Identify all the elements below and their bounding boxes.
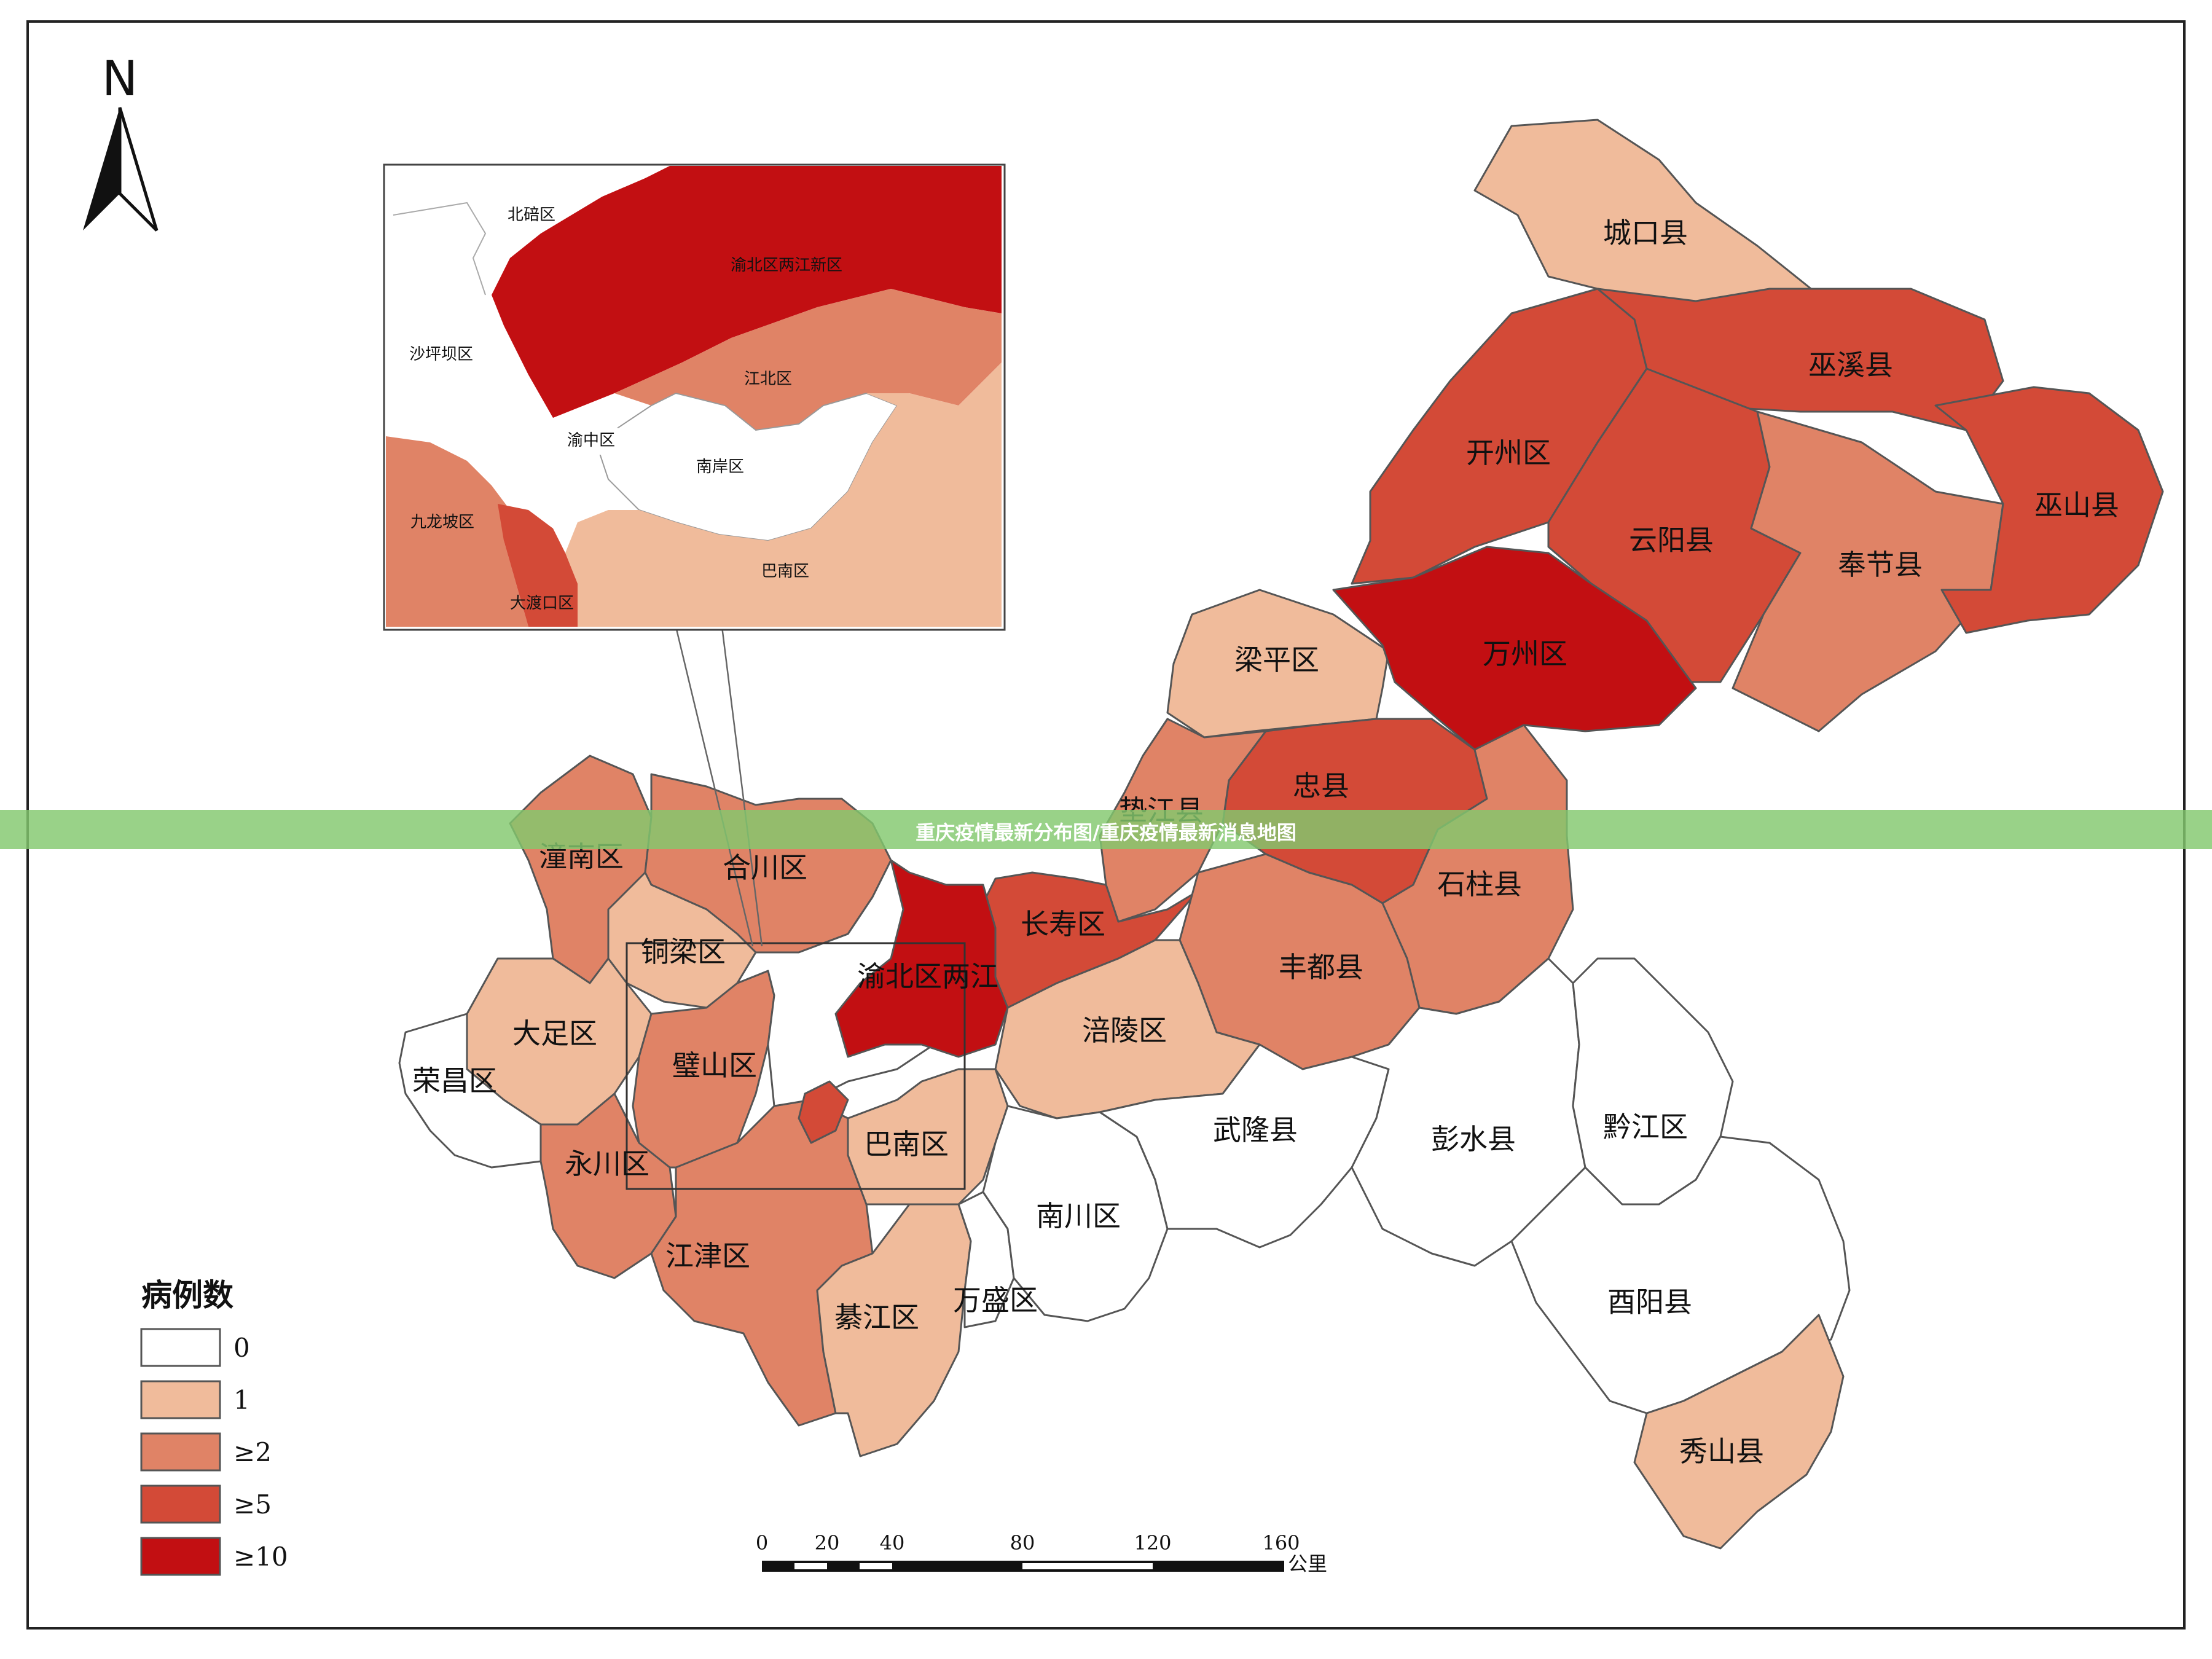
banner-text: 重庆疫情最新分布图/重庆疫情最新消息地图: [916, 821, 1296, 844]
region-youyang[interactable]: [1510, 1135, 1851, 1414]
legend-title: 病例数: [141, 1277, 233, 1313]
inset-region-jiulongpo[interactable]: [386, 436, 528, 627]
label-yubei: 渝北区两江: [857, 960, 998, 993]
label-banan: 巴南区: [864, 1128, 949, 1161]
label-yunyang: 云阳县: [1629, 524, 1714, 557]
label-bishan: 璧山区: [672, 1049, 757, 1082]
inset-region-yubei[interactable]: [492, 166, 1002, 418]
label-wuxi: 巫溪县: [1808, 348, 1893, 382]
label-nanchuan: 南川区: [1036, 1199, 1121, 1233]
district-labels: 城口县 巫溪县 开州区 巫山县 云阳县 奉节县 梁平区 万州区 忠县 垫江县 石…: [412, 216, 2119, 1468]
scale-tick-0: 0: [756, 1531, 768, 1555]
region-nanchuan[interactable]: [982, 1105, 1169, 1322]
inset-label-banan: 巴南区: [761, 562, 809, 581]
district-regions: [398, 119, 2164, 1550]
legend-swatch-2: [140, 1432, 221, 1472]
scale-unit: 公里: [1288, 1552, 1327, 1575]
region-wushan[interactable]: [1934, 386, 2164, 634]
region-yongchuan[interactable]: [539, 1092, 677, 1279]
inset-label-beibei: 北碚区: [508, 206, 555, 224]
legend-swatch-1: [140, 1380, 221, 1419]
label-dazu: 大足区: [512, 1017, 597, 1050]
region-kaizhou[interactable]: [1351, 288, 1648, 585]
inset-label-nanan: 南岸区: [696, 458, 744, 476]
legend-label-3: ≥5: [233, 1489, 272, 1520]
legend-swatch-4: [140, 1537, 221, 1576]
label-pengshui: 彭水县: [1431, 1123, 1516, 1156]
inset-locator: [626, 626, 966, 1190]
inset-label-jiulongpo: 九龙坡区: [410, 513, 474, 531]
title-banner: 重庆疫情最新分布图/重庆疫情最新消息地图: [0, 810, 2212, 849]
region-wanzhou[interactable]: [1332, 546, 1697, 751]
label-kaizhou: 开州区: [1466, 436, 1551, 469]
inset-region-banan[interactable]: [565, 363, 1002, 627]
label-xiushan: 秀山县: [1679, 1435, 1764, 1468]
north-arrow-icon: N: [83, 52, 159, 232]
label-qianjiang: 黔江区: [1603, 1110, 1688, 1143]
region-xiushan[interactable]: [1633, 1314, 1845, 1550]
inset-label-dadukou: 大渡口区: [510, 594, 574, 613]
inset-label-yuzhong: 渝中区: [567, 431, 615, 450]
legend-swatch-3: [140, 1484, 221, 1524]
inset-map: 北碚区 渝北区两江新区 沙坪坝区 江北区 渝中区 南岸区 九龙坡区 巴南区 大渡…: [383, 163, 1006, 631]
label-wanzhou: 万州区: [1483, 637, 1567, 670]
inset-label-yubei: 渝北区两江新区: [731, 256, 842, 275]
label-wulong: 武隆县: [1213, 1113, 1298, 1147]
label-chengkou: 城口县: [1603, 216, 1688, 249]
label-liangping: 梁平区: [1234, 643, 1319, 677]
legend-label-2: ≥2: [233, 1437, 272, 1467]
label-fuling: 涪陵区: [1082, 1014, 1167, 1047]
label-fengjie: 奉节县: [1838, 548, 1923, 581]
label-qijiang: 綦江区: [834, 1301, 919, 1334]
inset-region-dadukou[interactable]: [498, 504, 578, 627]
label-zhongxian: 忠县: [1293, 769, 1349, 802]
label-changshou: 长寿区: [1021, 908, 1105, 941]
legend-swatch-0: [140, 1328, 221, 1367]
label-youyang: 酉阳县: [1607, 1285, 1692, 1319]
region-dadukou[interactable]: [798, 1080, 849, 1144]
label-hechuan: 合川区: [723, 851, 807, 884]
label-jiangjin: 江津区: [665, 1239, 750, 1273]
region-rongchang[interactable]: [398, 1013, 542, 1169]
scale-tick-120: 120: [1134, 1531, 1171, 1555]
scale-tick-20: 20: [815, 1531, 840, 1555]
label-tongliang: 铜梁区: [641, 935, 726, 968]
legend: 病例数 0 1 ≥2 ≥5 ≥10: [140, 1277, 288, 1576]
region-fengjie[interactable]: [1732, 410, 2004, 732]
label-yongchuan: 永川区: [565, 1147, 649, 1180]
region-qijiang[interactable]: [816, 1203, 972, 1457]
legend-label-0: 0: [233, 1333, 250, 1363]
scale-tick-80: 80: [1010, 1531, 1035, 1555]
label-rongchang: 荣昌区: [412, 1064, 497, 1097]
scale-tick-160: 160: [1262, 1531, 1300, 1555]
north-label: N: [102, 52, 138, 107]
legend-label-4: ≥10: [233, 1542, 288, 1572]
inset-region-yuzhong[interactable]: [553, 424, 651, 455]
inset-label-jiangbei: 江北区: [744, 370, 792, 388]
inset-label-shapingba: 沙坪坝区: [409, 345, 473, 364]
inset-region-jiangbei[interactable]: [614, 289, 1002, 430]
scale-tick-40: 40: [880, 1531, 905, 1555]
label-wansheng: 万盛区: [953, 1284, 1038, 1317]
legend-label-1: 1: [233, 1385, 250, 1415]
label-wushan: 巫山县: [2034, 488, 2119, 522]
label-shizhu: 石柱县: [1437, 868, 1522, 901]
scale-bar: 0 20 40 80 120 160 公里: [756, 1531, 1327, 1575]
label-fengdu: 丰都县: [1279, 951, 1363, 984]
